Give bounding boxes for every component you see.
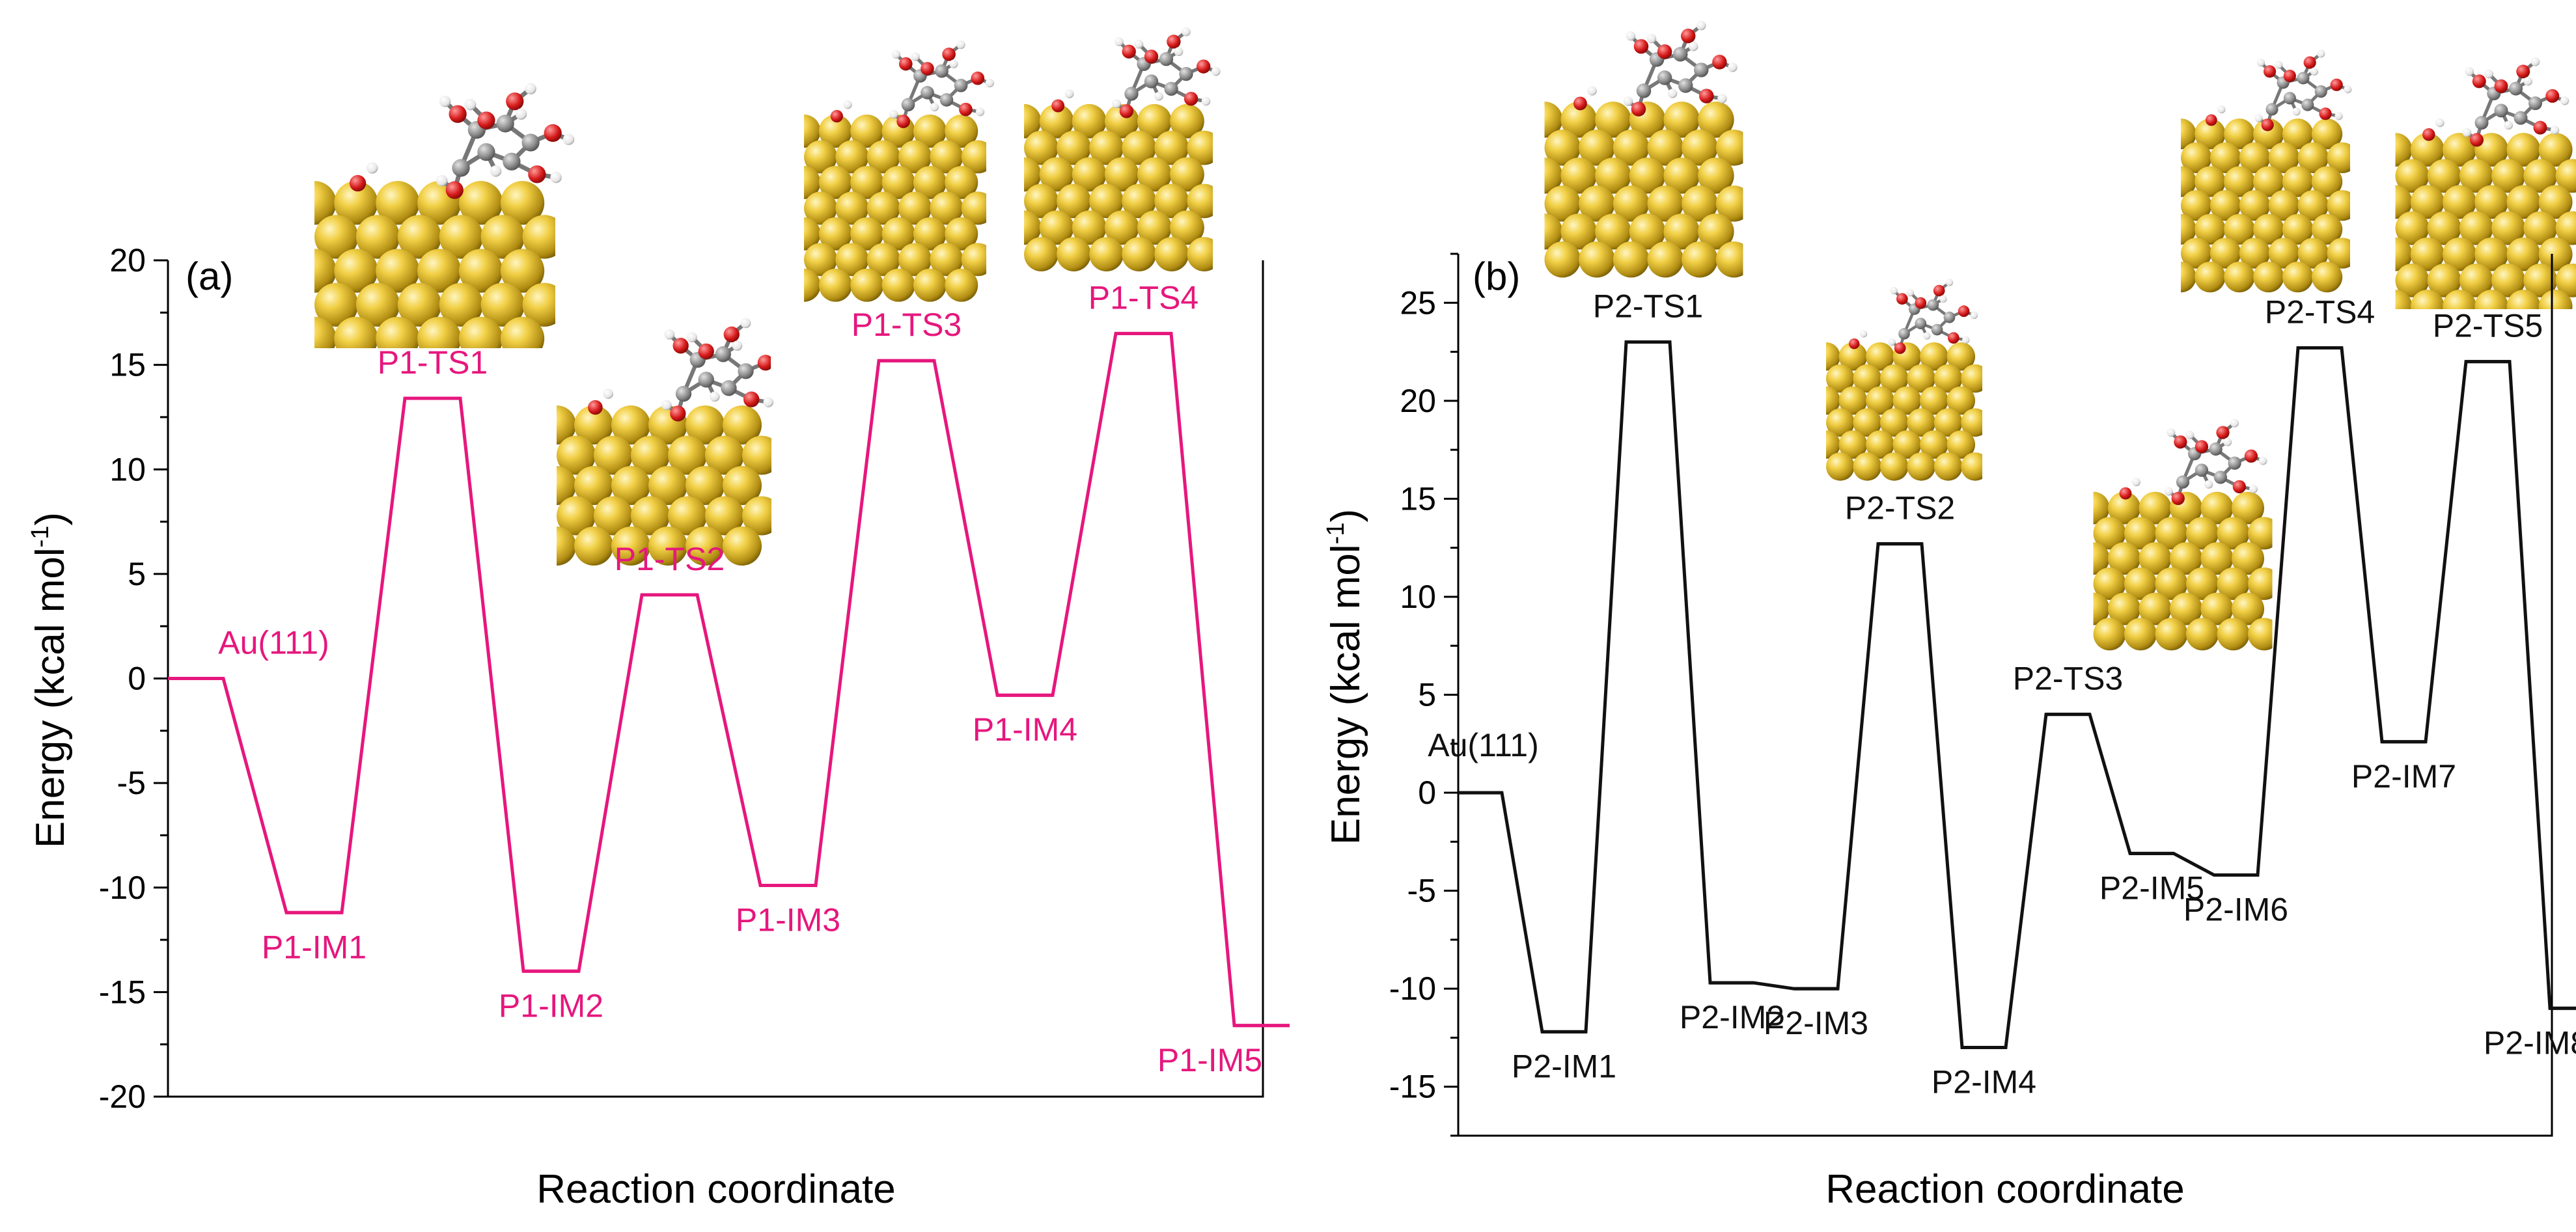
y-tick-label: 0 (128, 661, 146, 697)
gold-slab-inset (1797, 279, 2011, 541)
state-label: P1-IM1 (262, 929, 367, 965)
y-tick-label: -5 (1407, 873, 1436, 909)
y-tick-label: 10 (109, 451, 146, 487)
adsorbed-molecule (1051, 27, 1221, 118)
panel-b-y-tick-labels: -15 -10 -5 0 5 10 15 20 25 (1389, 284, 1436, 1104)
y-tick-label: 10 (1400, 579, 1436, 615)
state-label: P2-IM1 (1512, 1048, 1616, 1084)
y-tick-label: 5 (128, 556, 146, 592)
adsorbed-molecule (349, 83, 575, 199)
panel-a-y-tick-labels: -20 -15 -10 -5 0 5 10 15 20 (99, 242, 146, 1115)
gold-slab-inset (2060, 418, 2305, 730)
panel-a-y-axis-label: Energy (kcal mol-1) (27, 512, 73, 848)
panel-b-y-ticks (1444, 253, 1458, 1137)
panel-a: -20 -15 -10 -5 0 5 10 15 20 Au(111) P1-IM1 P1-TS1 P… (27, 27, 1290, 1212)
state-label: P1-TS2 (615, 541, 725, 577)
adsorbed-molecule (830, 40, 994, 128)
state-label: P1-IM4 (973, 711, 1077, 748)
panel-a-y-ticks (154, 259, 168, 1098)
state-label: P2-TS4 (2265, 294, 2375, 331)
y-tick-label: 25 (1400, 284, 1436, 321)
y-tick-label: -15 (99, 974, 146, 1010)
y-tick-label: 15 (1400, 480, 1436, 517)
state-label: P2-TS5 (2433, 308, 2543, 344)
state-label: P1-TS3 (852, 307, 962, 343)
gold-slab-inset (2150, 49, 2381, 383)
y-tick-label: -5 (117, 765, 146, 801)
energy-profile-line (168, 331, 1290, 1028)
adsorbed-molecule (588, 318, 785, 422)
panel-a-insets (270, 27, 1247, 629)
adsorbed-molecule (2119, 418, 2267, 506)
state-label: P2-IM2 (1680, 999, 1784, 1035)
y-tick-label: 15 (109, 347, 146, 383)
y-tick-label: 0 (1418, 774, 1436, 811)
state-label: P2-TS2 (1845, 490, 1956, 527)
state-label: P1-TS1 (378, 344, 488, 381)
state-label: P2-IM5 (2099, 869, 2204, 906)
gold-slab-inset (518, 318, 810, 629)
panel-b-y-axis-label: Energy (kcal mol-1) (1322, 509, 1368, 845)
panel-b-x-axis-label: Reaction coordinate (1825, 1167, 2184, 1212)
panel-a-label: (a) (186, 254, 233, 298)
panel-b-insets (1508, 20, 2576, 730)
gold-slab-inset (990, 27, 1247, 351)
panel-a-x-axis-label: Reaction coordinate (536, 1167, 895, 1212)
y-tick-label: 20 (1400, 383, 1436, 419)
y-tick-label: -10 (99, 869, 146, 906)
state-label: Au(111) (1428, 727, 1538, 763)
y-tick-label: -10 (1389, 970, 1436, 1007)
adsorbed-molecule (1573, 20, 1738, 116)
panel-a-energy-path (168, 331, 1290, 1028)
gold-slab-inset (1508, 20, 1779, 362)
gold-slab-inset (2361, 57, 2576, 387)
panel-b-energy-path (1458, 340, 2576, 1049)
y-tick-label: 5 (1418, 677, 1436, 713)
state-label: P1-IM2 (499, 987, 603, 1024)
state-label: P2-IM3 (1764, 1005, 1868, 1041)
panel-b-label: (b) (1473, 254, 1520, 298)
y-tick-label: -20 (99, 1078, 146, 1115)
state-label: P1-TS4 (1088, 279, 1199, 316)
state-label: P2-IM6 (2183, 892, 2288, 928)
adsorbed-molecule (1848, 279, 1978, 354)
gold-slab-inset (771, 40, 1019, 388)
state-label: P2-IM7 (2351, 758, 2456, 795)
state-label: P2-TS1 (1593, 288, 1704, 325)
y-tick-label: 20 (109, 242, 146, 279)
y-tick-label: -15 (1389, 1069, 1436, 1105)
state-label: P2-TS3 (2013, 661, 2124, 697)
state-label: P2-IM4 (1932, 1064, 2036, 1101)
gold-slab-inset (270, 83, 600, 411)
state-label: P1-IM5 (1157, 1042, 1262, 1078)
adsorbed-molecule (2205, 49, 2352, 131)
panel-b: -15 -10 -5 0 5 10 15 20 25 Au(111) P2-IM1 P2-TS1 P2… (1322, 20, 2576, 1212)
panel-a-state-labels: Au(111) P1-IM1 P1-TS1 P1-IM2 P1-TS2 P1-IM3 P1-… (218, 279, 1262, 1078)
state-label: Au(111) (218, 625, 329, 661)
adsorbed-molecule (2422, 57, 2569, 147)
state-label: P2-IM8 (2484, 1024, 2576, 1061)
state-label: P1-IM3 (736, 902, 840, 938)
